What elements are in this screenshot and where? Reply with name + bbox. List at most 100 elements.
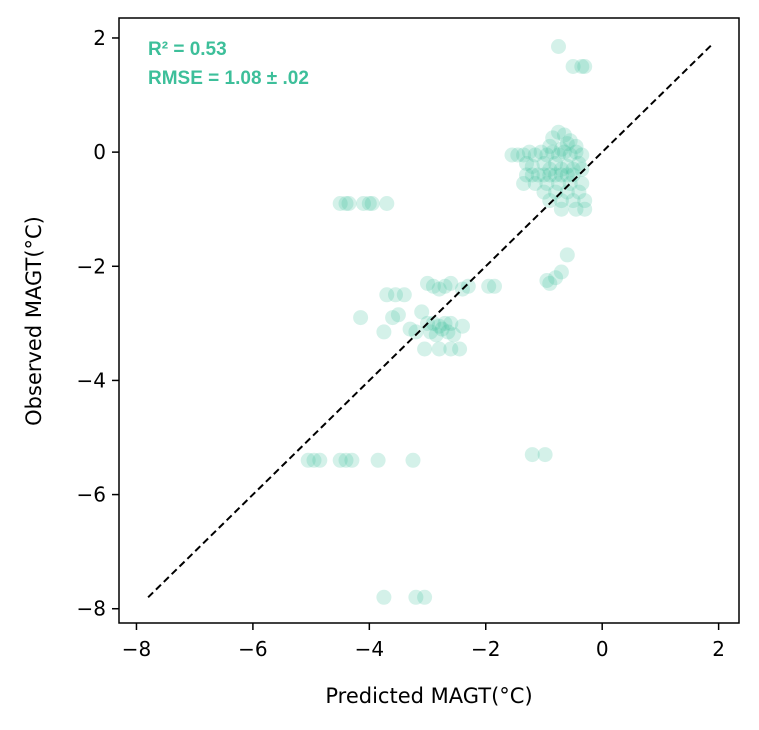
- data-point: [425, 315, 441, 331]
- x-tick-label: 2: [712, 637, 725, 661]
- data-point: [559, 136, 575, 152]
- y-tick-label: −6: [77, 483, 106, 507]
- data-point: [420, 275, 435, 291]
- data-point: [504, 147, 520, 163]
- data-point: [460, 278, 476, 294]
- data-point: [565, 193, 581, 209]
- data-point: [536, 156, 552, 171]
- data-point: [344, 452, 360, 468]
- data-point: [530, 167, 546, 183]
- data-point: [574, 147, 590, 163]
- data-point: [390, 307, 406, 323]
- data-point: [559, 158, 575, 174]
- data-point: [437, 278, 453, 294]
- data-point: [408, 589, 424, 605]
- y-tick-label: −2: [77, 254, 106, 278]
- data-point: [553, 264, 569, 280]
- data-point: [542, 167, 558, 183]
- data-point: [551, 147, 566, 163]
- data-point: [539, 273, 555, 288]
- data-point: [577, 193, 593, 209]
- x-axis-label: Predicted MAGT(°C): [325, 684, 532, 708]
- data-point: [364, 196, 380, 211]
- data-point: [548, 270, 564, 286]
- data-point: [548, 156, 564, 171]
- data-point: [402, 321, 418, 337]
- data-point: [388, 287, 403, 303]
- data-point: [577, 59, 593, 74]
- x-axis-ticks: −8 −6 −4 −2 0 2: [122, 623, 725, 661]
- data-point: [376, 589, 392, 605]
- data-point: [431, 341, 447, 357]
- data-point: [443, 341, 459, 357]
- data-point: [524, 447, 540, 463]
- data-point: [396, 287, 412, 303]
- data-point: [431, 318, 447, 334]
- data-point: [443, 315, 459, 331]
- x-tick-label: −4: [355, 637, 384, 661]
- data-point: [446, 327, 462, 343]
- data-point: [548, 167, 564, 183]
- data-point: [376, 324, 392, 340]
- data-point: [300, 452, 316, 468]
- data-point: [559, 167, 575, 183]
- data-point: [545, 130, 561, 146]
- y-axis-label: Observed MAGT(°C): [22, 216, 46, 426]
- data-point: [443, 275, 459, 291]
- data-point: [306, 452, 322, 468]
- data-point: [440, 324, 456, 340]
- data-point: [542, 275, 558, 291]
- data-point: [537, 447, 553, 463]
- data-point: [545, 144, 561, 160]
- y-axis-ticks: −8 −6 −4 −2 0 2: [77, 26, 119, 621]
- y-tick-label: 0: [93, 140, 106, 164]
- data-point: [487, 278, 502, 294]
- data-point: [452, 341, 468, 357]
- data-point: [574, 176, 590, 191]
- data-point: [559, 247, 575, 263]
- data-point: [519, 156, 534, 171]
- data-point: [519, 167, 534, 183]
- data-point: [353, 310, 369, 326]
- data-point: [536, 184, 552, 200]
- data-point: [553, 167, 569, 183]
- data-point: [425, 278, 441, 294]
- data-point: [533, 144, 549, 160]
- data-point: [568, 144, 584, 160]
- data-point: [370, 452, 386, 468]
- data-point: [338, 196, 354, 211]
- data-point: [551, 124, 566, 140]
- data-point: [428, 327, 444, 343]
- y-tick-label: −4: [77, 368, 106, 392]
- data-point: [571, 156, 587, 171]
- data-point: [574, 161, 590, 177]
- data-point: [338, 452, 354, 468]
- data-point: [568, 138, 584, 154]
- points-layer: [300, 39, 593, 605]
- data-point: [379, 287, 395, 303]
- y-tick-label: −8: [77, 597, 106, 621]
- data-point: [553, 141, 569, 157]
- data-point: [408, 324, 424, 340]
- data-point: [481, 278, 497, 294]
- data-point: [455, 318, 470, 334]
- data-point: [542, 161, 558, 177]
- data-point: [434, 321, 450, 337]
- data-point: [385, 310, 401, 326]
- rmse-annotation: RMSE = 1.08 ± .02: [148, 68, 309, 89]
- data-point: [332, 196, 348, 211]
- data-point: [510, 147, 526, 163]
- data-point: [542, 193, 558, 209]
- data-point: [551, 39, 566, 54]
- data-point: [551, 176, 566, 191]
- x-tick-label: −8: [122, 637, 151, 661]
- data-point: [559, 184, 575, 200]
- data-point: [405, 452, 421, 468]
- data-point: [556, 144, 572, 160]
- data-point: [527, 176, 543, 191]
- data-point: [379, 196, 395, 211]
- data-point: [548, 184, 564, 200]
- data-point: [574, 59, 590, 74]
- data-point: [341, 196, 357, 211]
- data-point: [417, 341, 433, 357]
